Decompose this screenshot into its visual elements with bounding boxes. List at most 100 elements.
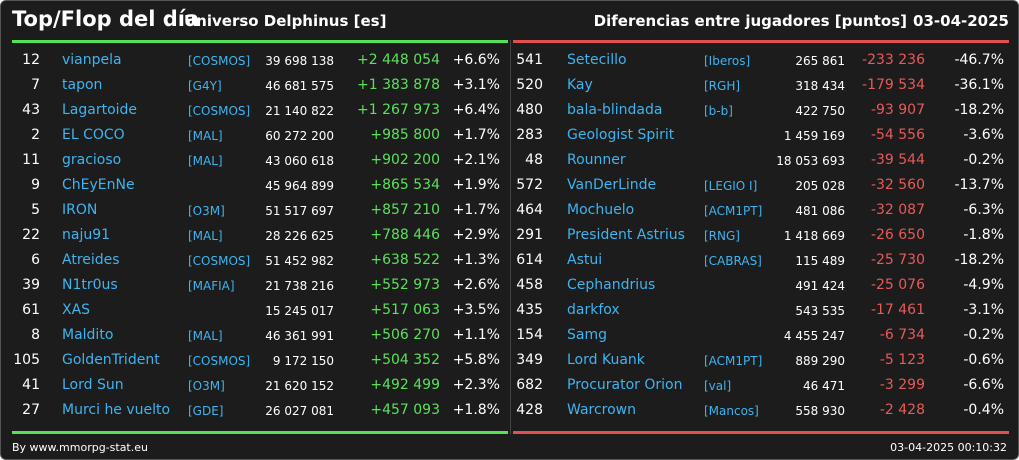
player-name-link[interactable]: Cephandrius [567,277,656,293]
player-name-link[interactable]: vianpela [62,52,122,68]
points-difference: -233 236 [862,52,925,68]
player-name-link[interactable]: Setecillo [567,52,627,68]
player-rank: 480 [516,102,543,118]
player-name-link[interactable]: VanDerLinde [567,177,657,193]
percent-change: -36.1% [954,77,1004,93]
top-loser-row: 614 Astui [CABRAS] 115 489 -25 730 -18.2% [513,248,1009,273]
percent-change: -3.6% [963,127,1004,143]
player-rank: 291 [516,227,543,243]
player-name-link[interactable]: GoldenTrident [62,352,160,368]
player-name-link[interactable]: Mochuelo [567,202,635,218]
chart-subtitle: Diferencias entre jugadores [puntos] [593,12,907,30]
top-loser-row: 464 Mochuelo [ACM1PT] 481 086 -32 087 -6.3% [513,198,1009,223]
alliance-tag-link[interactable]: [COSMOS] [188,104,251,118]
alliance-tag-link[interactable]: [MAL] [188,229,223,243]
percent-change: +5.8% [452,352,500,368]
player-name-link[interactable]: Procurator Orion [567,377,683,393]
top-loser-row: 572 VanDerLinde [LEGIO I] 205 028 -32 560 -13… [513,173,1009,198]
player-name-link[interactable]: Warcrown [567,402,637,418]
alliance-tag-link[interactable]: [LEGIO I] [704,179,758,193]
alliance-tag-link[interactable]: [MAL] [188,329,223,343]
points-difference: -26 650 [870,227,925,243]
points-difference: -93 907 [870,102,925,118]
player-name-link[interactable]: Rounner [567,152,626,168]
points-difference: +1 267 973 [357,102,440,118]
source-credit: By www.mmorpg-stat.eu [12,441,148,454]
alliance-tag-link[interactable]: [COSMOS] [188,54,251,68]
top-gainers-list: 12 vianpela [COSMOS] 39 698 138 +2 448 054 +6… [12,48,508,423]
points-difference: -6 734 [879,327,925,343]
alliance-tag-link[interactable]: [ACM1PT] [704,354,763,368]
alliance-tag-link[interactable]: [ACM1PT] [704,204,763,218]
player-rank: 105 [13,352,40,368]
player-name-link[interactable]: Lord Kuank [567,352,645,368]
points-difference: +857 210 [370,202,440,218]
alliance-tag-link[interactable]: [O3M] [188,204,225,218]
alliance-tag-link[interactable]: [G4Y] [188,79,222,93]
alliance-tag-link[interactable]: [MAFIA] [188,279,235,293]
alliance-tag-link[interactable]: [MAL] [188,154,223,168]
player-name-link[interactable]: XAS [62,302,91,318]
player-name-link[interactable]: Atreides [62,252,120,268]
player-points: 491 424 [795,279,845,293]
player-name-link[interactable]: darkfox [567,302,620,318]
alliance-tag-link[interactable]: [Mancos] [704,404,759,418]
top-gainer-row: 2 EL COCO [MAL] 60 272 200 +985 800 +1.7% [12,123,508,148]
player-name-link[interactable]: naju91 [62,227,111,243]
player-name-link[interactable]: President Astrius [567,227,685,243]
player-name-link[interactable]: Maldito [62,327,114,343]
alliance-tag-link[interactable]: [COSMOS] [188,254,251,268]
alliance-tag-link[interactable]: [RGH] [704,79,741,93]
player-name-link[interactable]: Astui [567,252,603,268]
player-points: 1 459 169 [783,129,845,143]
percent-change: +3.5% [452,302,500,318]
player-points: 43 060 618 [265,154,334,168]
player-name-link[interactable]: N1tr0us [62,277,118,293]
points-difference: +1 383 878 [357,77,440,93]
alliance-tag-link[interactable]: [Iberos] [704,54,751,68]
player-rank: 614 [516,252,543,268]
player-name-link[interactable]: tapon [62,77,103,93]
top-gainer-row: 9 ChEyEnNe 45 964 899 +865 534 +1.9% [12,173,508,198]
player-name-link[interactable]: Lord Sun [62,377,124,393]
player-rank: 11 [22,152,40,168]
player-rank: 349 [516,352,543,368]
player-rank: 8 [31,327,40,343]
header: Top/Flop del día Universo Delphinus [es]… [1,1,1018,41]
player-rank: 572 [516,177,543,193]
percent-change: -3.1% [963,302,1004,318]
points-difference: +638 522 [370,252,440,268]
player-name-link[interactable]: Lagartoide [62,102,138,118]
alliance-tag-link[interactable]: [MAL] [188,129,223,143]
player-rank: 48 [525,152,543,168]
player-rank: 5 [31,202,40,218]
player-name-link[interactable]: ChEyEnNe [62,177,135,193]
percent-change: -46.7% [954,52,1004,68]
percent-change: +1.7% [452,127,500,143]
player-name-link[interactable]: bala-blindada [567,102,663,118]
alliance-tag-link[interactable]: [GDE] [188,404,224,418]
alliance-tag-link[interactable]: [COSMOS] [188,354,251,368]
alliance-tag-link[interactable]: [O3M] [188,379,225,393]
alliance-tag-link[interactable]: [val] [704,379,732,393]
top-gainer-row: 41 Lord Sun [O3M] 21 620 152 +492 499 +2.3% [12,373,508,398]
player-name-link[interactable]: IRON [62,202,98,218]
percent-change: -4.9% [963,277,1004,293]
player-points: 46 681 575 [265,79,334,93]
alliance-tag-link[interactable]: [CABRAS] [704,254,762,268]
player-name-link[interactable]: gracioso [62,152,122,168]
player-name-link[interactable]: Kay [567,77,593,93]
alliance-tag-link[interactable]: [b-b] [704,104,733,118]
points-difference: -3 299 [879,377,925,393]
player-name-link[interactable]: Murci he vuelto [62,402,171,418]
player-points: 1 418 669 [783,229,845,243]
percent-change: +1.9% [452,177,500,193]
player-rank: 9 [31,177,40,193]
percent-change: +2.6% [452,277,500,293]
player-name-link[interactable]: Geologist Spirit [567,127,675,143]
player-name-link[interactable]: Samg [567,327,607,343]
alliance-tag-link[interactable]: [RNG] [704,229,740,243]
player-name-link[interactable]: EL COCO [62,127,125,143]
points-difference: -5 123 [879,352,925,368]
bottom-divider-green [12,431,508,434]
